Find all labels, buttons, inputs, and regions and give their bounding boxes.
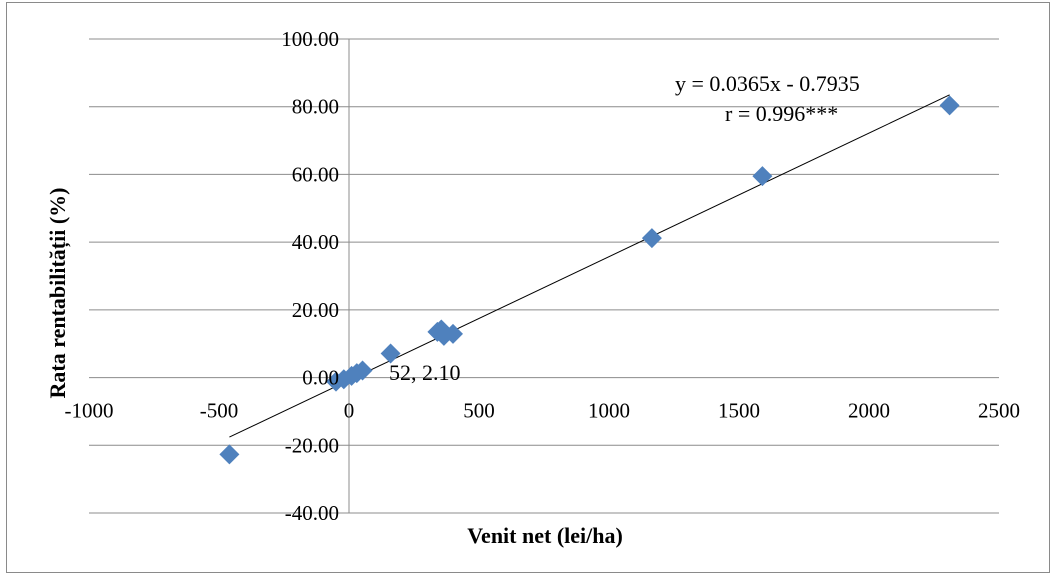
data-point-13 xyxy=(939,95,960,116)
x-tick-label-6: 2000 xyxy=(848,399,890,423)
x-tick-label-0: -1000 xyxy=(65,399,114,423)
scatter-chart: -40.00 -20.00 0.00 20.00 40.00 60.00 80.00 100.… xyxy=(45,27,1021,548)
data-point-6 xyxy=(380,343,401,364)
data-point-5 xyxy=(352,360,373,381)
y-tick-label-1: -20.00 xyxy=(285,433,339,457)
y-tick-label-0: -40.00 xyxy=(285,501,339,525)
x-axis-title: Venit net (lei/ha) xyxy=(467,523,623,548)
y-tick-label-3: 20.00 xyxy=(292,298,339,322)
gridlines xyxy=(89,38,999,514)
point-data-label: 52, 2.10 xyxy=(389,360,461,385)
x-tick-label-4: 1000 xyxy=(588,399,630,423)
x-tick-label-2: 0 xyxy=(344,399,355,423)
data-point-10 xyxy=(443,323,463,344)
tick-labels: -40.00 -20.00 0.00 20.00 40.00 60.00 80.00 100.… xyxy=(65,27,1021,525)
data-point-11 xyxy=(641,228,662,249)
x-tick-label-1: -500 xyxy=(200,399,239,423)
trendline-equation: y = 0.0365x - 0.7935 xyxy=(675,71,860,96)
y-tick-label-6: 80.00 xyxy=(292,95,339,119)
x-tick-label-7: 2500 xyxy=(978,399,1020,423)
data-points xyxy=(219,95,960,465)
x-tick-label-3: 500 xyxy=(463,399,495,423)
correlation-coefficient: r = 0.996*** xyxy=(725,101,838,126)
y-tick-label-7: 100.00 xyxy=(281,27,339,51)
chart-frame: -40.00 -20.00 0.00 20.00 40.00 60.00 80.00 100.… xyxy=(6,2,1050,573)
y-tick-label-2: 0.00 xyxy=(302,366,339,390)
data-point-12 xyxy=(752,166,773,187)
y-tick-label-4: 40.00 xyxy=(292,230,339,254)
y-axis-title: Rata rentabilității (%) xyxy=(45,187,71,398)
x-tick-label-5: 1500 xyxy=(718,399,760,423)
y-tick-label-5: 60.00 xyxy=(292,162,339,186)
data-point-0 xyxy=(219,444,240,465)
